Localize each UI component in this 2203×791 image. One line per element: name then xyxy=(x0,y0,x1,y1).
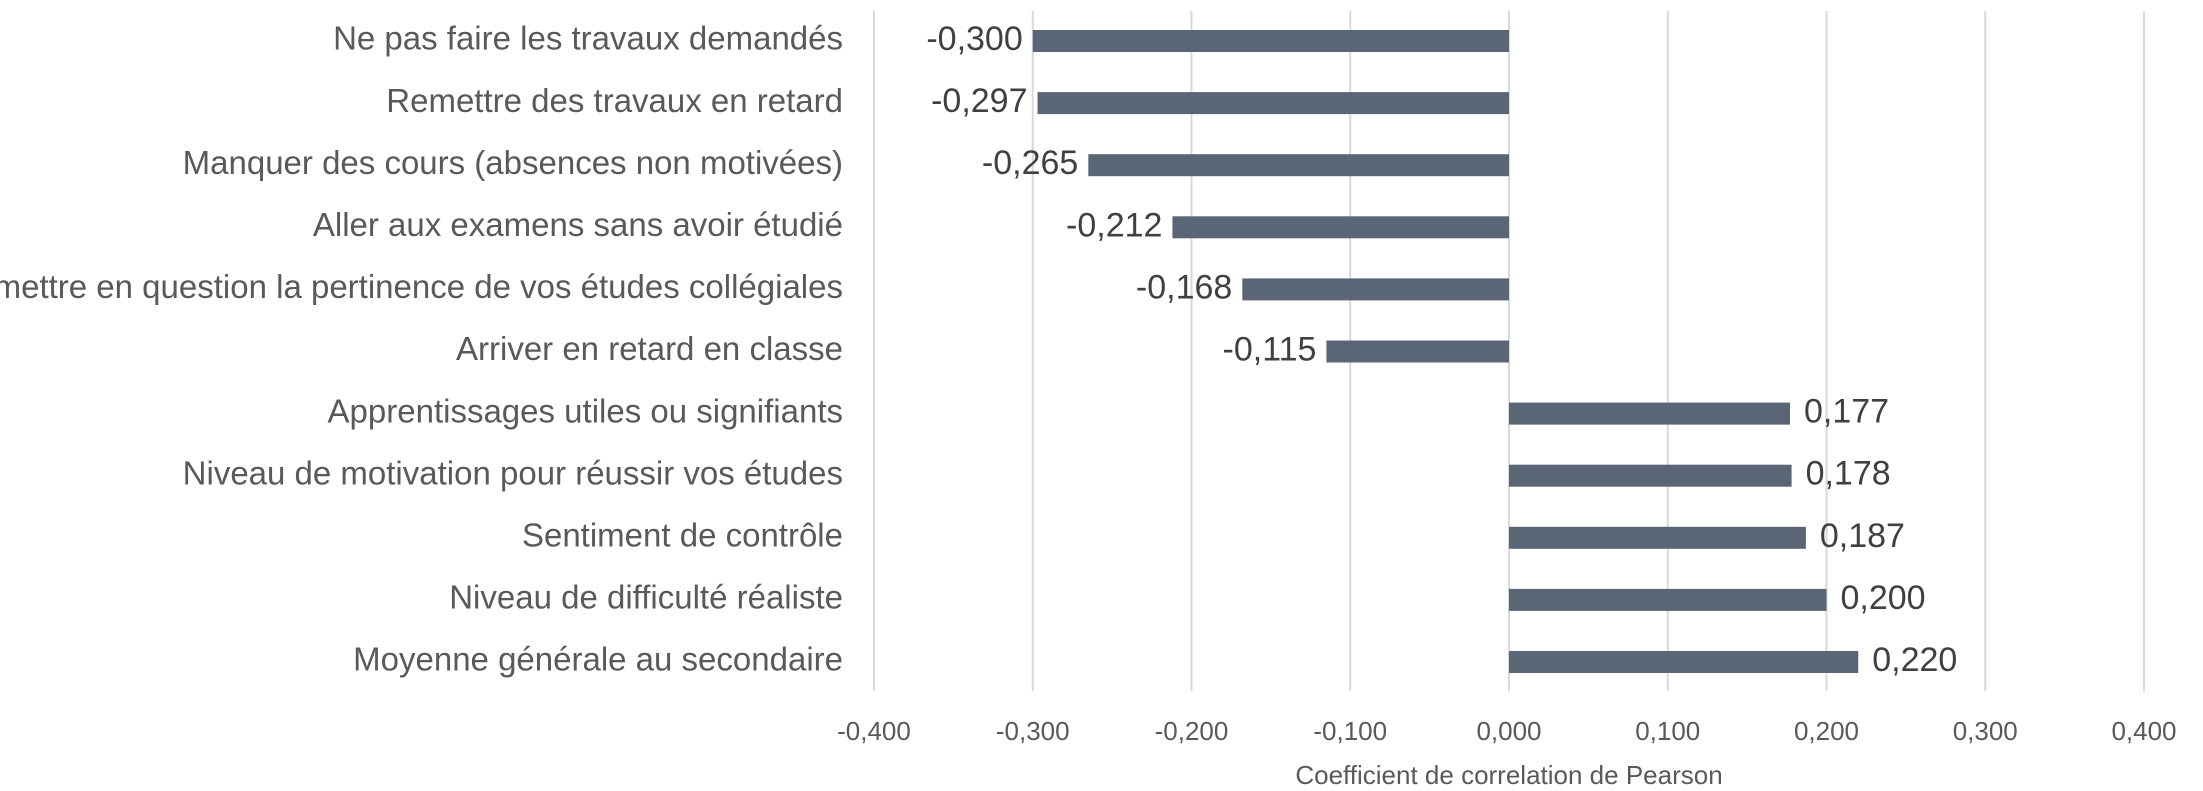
x-tick-label: -0,300 xyxy=(996,716,1070,746)
y-tick-label: Arriver en retard en classe xyxy=(456,330,843,367)
data-label: 0,187 xyxy=(1820,517,1905,555)
x-tick-label: 0,300 xyxy=(1953,716,2018,746)
data-label: -0,168 xyxy=(1136,268,1232,306)
bar xyxy=(1509,526,1806,549)
bar xyxy=(1509,402,1790,425)
x-tick-label: -0,100 xyxy=(1313,716,1387,746)
y-tick-label: Sentiment de contrôle xyxy=(522,517,843,554)
y-tick-label: Moyenne générale au secondaire xyxy=(353,641,843,678)
x-tick-label: 0,400 xyxy=(2111,716,2176,746)
data-label: 0,200 xyxy=(1841,579,1926,617)
bar xyxy=(1326,340,1509,363)
data-label: 0,177 xyxy=(1804,393,1889,431)
data-label: -0,265 xyxy=(982,144,1078,182)
bar xyxy=(1509,464,1792,487)
bar xyxy=(1509,651,1859,673)
y-tick-label: Remettre en question la pertinence de vo… xyxy=(0,268,843,305)
y-tick-label: Niveau de motivation pour réussir vos ét… xyxy=(183,454,843,491)
data-label: -0,115 xyxy=(1223,330,1317,368)
bar xyxy=(1032,30,1509,52)
data-label: 0,178 xyxy=(1806,455,1891,493)
y-tick-label: Ne pas faire les travaux demandés xyxy=(333,20,843,57)
y-tick-label: Apprentissages utiles ou signifiants xyxy=(328,392,843,429)
data-label: 0,220 xyxy=(1872,641,1957,679)
x-tick-label: -0,400 xyxy=(837,716,911,746)
bar xyxy=(1172,216,1509,239)
data-label: -0,297 xyxy=(931,82,1027,120)
bar xyxy=(1088,154,1509,177)
bar xyxy=(1242,278,1509,301)
bar xyxy=(1037,92,1509,115)
x-axis-title: Coefficient de correlation de Pearson xyxy=(1295,760,1722,790)
y-tick-label: Manquer des cours (absences non motivées… xyxy=(183,144,843,181)
y-tick-label: Remettre des travaux en retard xyxy=(386,82,843,119)
y-tick-label: Aller aux examens sans avoir étudié xyxy=(313,206,843,243)
data-label: -0,300 xyxy=(926,20,1022,58)
x-tick-label: 0,000 xyxy=(1476,716,1541,746)
x-tick-label: 0,100 xyxy=(1635,716,1700,746)
data-label: -0,212 xyxy=(1066,206,1162,244)
bar xyxy=(1509,588,1827,611)
x-tick-label: 0,200 xyxy=(1794,716,1859,746)
x-tick-label: -0,200 xyxy=(1155,716,1229,746)
y-tick-label: Niveau de difficulté réaliste xyxy=(449,579,843,616)
